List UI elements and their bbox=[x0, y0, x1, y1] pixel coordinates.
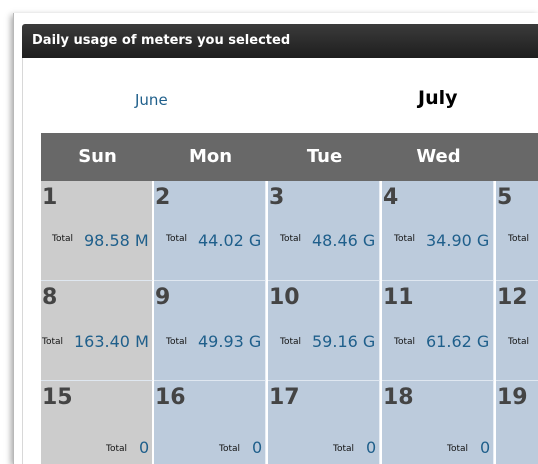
total-label: Total bbox=[219, 444, 241, 454]
total-label: Total bbox=[394, 337, 416, 347]
total-value: 0 bbox=[366, 438, 377, 457]
total-label: Total bbox=[280, 337, 302, 347]
day-number: 17 bbox=[269, 385, 300, 410]
total-label: Total bbox=[394, 234, 416, 244]
total-value: 0 bbox=[139, 438, 150, 457]
total-label: Total bbox=[106, 444, 128, 454]
day-number: 1 bbox=[42, 185, 58, 210]
usage-window: Daily usage of meters you selected June … bbox=[13, 13, 538, 464]
total-label: Total bbox=[166, 337, 188, 347]
day-number: 18 bbox=[383, 385, 414, 410]
total-label: Total bbox=[447, 444, 469, 454]
total-value: 98.58 M bbox=[84, 231, 149, 250]
day-cell[interactable]: 18 Total 0 bbox=[382, 381, 494, 464]
total-value: 48.46 G bbox=[312, 231, 376, 250]
day-number: 5 bbox=[497, 185, 513, 210]
total-value: 59.16 G bbox=[312, 332, 376, 351]
total-label: Total bbox=[508, 234, 530, 244]
day-number: 8 bbox=[42, 285, 58, 310]
day-cell[interactable]: 4 Total 34.90 G bbox=[382, 181, 494, 281]
total-label: Total bbox=[52, 234, 74, 244]
day-cell[interactable]: 5 Total bbox=[496, 181, 538, 281]
title-bar: Daily usage of meters you selected bbox=[22, 24, 538, 58]
day-number: 2 bbox=[155, 185, 171, 210]
total-value: 49.93 G bbox=[198, 332, 262, 351]
day-number: 9 bbox=[155, 285, 171, 310]
day-number: 4 bbox=[383, 185, 399, 210]
weekday-sun: Sun bbox=[78, 146, 117, 167]
total-label: Total bbox=[166, 234, 188, 244]
total-value: 0 bbox=[480, 438, 491, 457]
total-label: Total bbox=[42, 337, 64, 347]
weekday-wed: Wed bbox=[416, 146, 461, 167]
day-number: 11 bbox=[383, 285, 414, 310]
total-label: Total bbox=[508, 337, 530, 347]
total-value: 61.62 G bbox=[426, 332, 490, 351]
day-cell[interactable]: 9 Total 49.93 G bbox=[154, 281, 266, 381]
total-value: 34.90 G bbox=[426, 231, 490, 250]
calendar-panel: June July Sun Mon Tue Wed 1 Total 98.58 … bbox=[22, 58, 538, 464]
day-cell[interactable]: 1 Total 98.58 M bbox=[41, 181, 153, 281]
total-label: Total bbox=[333, 444, 355, 454]
prev-month-link[interactable]: June bbox=[135, 91, 168, 109]
calendar-grid: Sun Mon Tue Wed 1 Total 98.58 M 2 Total … bbox=[41, 133, 538, 464]
day-cell[interactable]: 15 Total 0 bbox=[41, 381, 153, 464]
day-cell[interactable]: 17 Total 0 bbox=[268, 381, 380, 464]
day-cell[interactable]: 19 bbox=[496, 381, 538, 464]
day-number: 3 bbox=[269, 185, 285, 210]
day-number: 15 bbox=[42, 385, 73, 410]
weekday-mon: Mon bbox=[188, 146, 233, 167]
day-number: 16 bbox=[155, 385, 186, 410]
day-cell[interactable]: 16 Total 0 bbox=[154, 381, 266, 464]
day-cell[interactable]: 10 Total 59.16 G bbox=[268, 281, 380, 381]
day-cell[interactable]: 8 Total 163.40 M bbox=[41, 281, 153, 381]
total-value: 44.02 G bbox=[198, 231, 262, 250]
total-value: 0 bbox=[252, 438, 263, 457]
day-number: 12 bbox=[497, 285, 528, 310]
day-cell[interactable]: 11 Total 61.62 G bbox=[382, 281, 494, 381]
day-number: 19 bbox=[497, 385, 528, 410]
day-cell[interactable]: 3 Total 48.46 G bbox=[268, 181, 380, 281]
day-cell[interactable]: 2 Total 44.02 G bbox=[154, 181, 266, 281]
total-value: 163.40 M bbox=[74, 332, 149, 351]
current-month-title: July bbox=[418, 87, 458, 109]
weekday-tue: Tue bbox=[306, 146, 343, 167]
window-title: Daily usage of meters you selected bbox=[32, 33, 291, 48]
total-label: Total bbox=[280, 234, 302, 244]
day-number: 10 bbox=[269, 285, 300, 310]
weekday-header: Sun Mon Tue Wed bbox=[41, 133, 538, 181]
day-cell[interactable]: 12 Total bbox=[496, 281, 538, 381]
